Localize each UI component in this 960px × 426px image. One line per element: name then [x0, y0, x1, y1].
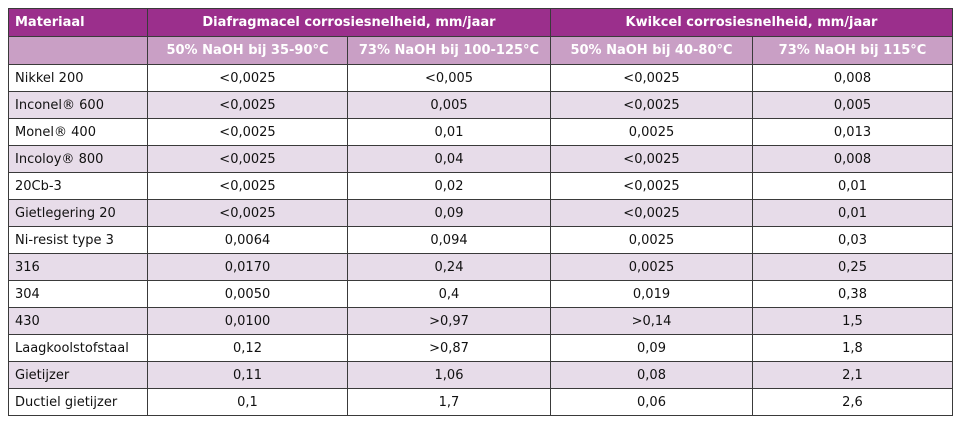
material-cell: Laagkoolstofstaal [8, 334, 148, 362]
material-cell: 430 [8, 307, 148, 335]
table-row: Monel® 400 <0,0025 0,01 0,0025 0,013 [8, 118, 954, 146]
material-cell: Gietlegering 20 [8, 199, 148, 227]
value-cell: <0,0025 [147, 91, 348, 119]
value-cell: 0,38 [751, 280, 954, 308]
material-cell: 304 [8, 280, 148, 308]
material-cell: 20Cb-3 [8, 172, 148, 200]
header-cell: Materiaal [8, 8, 148, 37]
table-body: Nikkel 200 <0,0025 <0,005 <0,0025 0,008 Incon… [8, 64, 954, 416]
value-cell: 0,0025 [550, 118, 753, 146]
material-cell: Incoloy® 800 [8, 145, 148, 173]
subheader-cell: 50% NaOH bij 40-80°C [550, 36, 753, 65]
value-cell: 0,03 [751, 226, 954, 254]
material-cell: Monel® 400 [8, 118, 148, 146]
value-cell: <0,0025 [550, 199, 753, 227]
material-cell: Inconel® 600 [8, 91, 148, 119]
value-cell: 0,008 [751, 145, 954, 173]
value-cell: <0,0025 [147, 199, 348, 227]
value-cell: <0,0025 [550, 145, 753, 173]
value-cell: 0,01 [751, 172, 954, 200]
value-cell: <0,0025 [147, 118, 348, 146]
table-row: 430 0,0100 >0,97 >0,14 1,5 [8, 307, 954, 335]
table-row: Gietijzer 0,11 1,06 0,08 2,1 [8, 361, 954, 389]
value-cell: 0,013 [751, 118, 954, 146]
value-cell: 0,24 [347, 253, 551, 281]
value-cell: 0,4 [347, 280, 551, 308]
header-cell: Kwikcel corrosiesnelheid, mm/jaar [549, 8, 954, 37]
value-cell: <0,0025 [550, 91, 753, 119]
value-cell: 0,09 [550, 334, 753, 362]
value-cell: 0,11 [147, 361, 348, 389]
value-cell: 0,01 [751, 199, 954, 227]
table-row: Nikkel 200 <0,0025 <0,005 <0,0025 0,008 [8, 64, 954, 92]
table-row: 20Cb-3 <0,0025 0,02 <0,0025 0,01 [8, 172, 954, 200]
value-cell: 0,25 [751, 253, 954, 281]
value-cell: 0,06 [550, 388, 753, 416]
value-cell: 2,6 [751, 388, 954, 416]
material-cell: Nikkel 200 [8, 64, 148, 92]
value-cell: >0,87 [347, 334, 551, 362]
value-cell: 0,1 [147, 388, 348, 416]
value-cell: >0,14 [550, 307, 753, 335]
value-cell: <0,0025 [147, 172, 348, 200]
table-row: Inconel® 600 <0,0025 0,005 <0,0025 0,005 [8, 91, 954, 119]
value-cell: 0,0064 [147, 226, 348, 254]
table-row: Incoloy® 800 <0,0025 0,04 <0,0025 0,008 [8, 145, 954, 173]
value-cell: 1,06 [347, 361, 551, 389]
table-row: Ni-resist type 3 0,0064 0,094 0,0025 0,03 [8, 226, 954, 254]
value-cell: 0,02 [347, 172, 551, 200]
subheader-cell: 73% NaOH bij 100-125°C [347, 36, 551, 65]
material-cell: Ductiel gietijzer [8, 388, 148, 416]
value-cell: <0,0025 [147, 145, 348, 173]
subheader-cell: 73% NaOH bij 115°C [751, 36, 954, 65]
table-row: Laagkoolstofstaal 0,12 >0,87 0,09 1,8 [8, 334, 954, 362]
value-cell: 0,0170 [147, 253, 348, 281]
subheader-cell: 50% NaOH bij 35-90°C [147, 36, 348, 65]
value-cell: 1,7 [347, 388, 551, 416]
value-cell: 0,0025 [550, 253, 753, 281]
value-cell: 0,01 [347, 118, 551, 146]
value-cell: 0,005 [751, 91, 954, 119]
value-cell: <0,0025 [550, 64, 753, 92]
value-cell: 0,019 [550, 280, 753, 308]
subheader-row: 50% NaOH bij 35-90°C 73% NaOH bij 100-12… [8, 36, 954, 65]
subheader-empty [8, 36, 148, 65]
value-cell: <0,0025 [147, 64, 348, 92]
value-cell: 0,12 [147, 334, 348, 362]
value-cell: 0,0100 [147, 307, 348, 335]
value-cell: 0,008 [751, 64, 954, 92]
table-row: 304 0,0050 0,4 0,019 0,38 [8, 280, 954, 308]
value-cell: 0,08 [550, 361, 753, 389]
table-row: Gietlegering 20 <0,0025 0,09 <0,0025 0,01 [8, 199, 954, 227]
value-cell: 2,1 [751, 361, 954, 389]
material-cell: 316 [8, 253, 148, 281]
material-cell: Gietijzer [8, 361, 148, 389]
value-cell: 1,8 [751, 334, 954, 362]
value-cell: 0,094 [347, 226, 551, 254]
header-cell: Diafragmacel corrosiesnelheid, mm/jaar [147, 8, 551, 37]
material-cell: Ni-resist type 3 [8, 226, 148, 254]
corrosion-table: Materiaal Diafragmacel corrosiesnelheid,… [8, 8, 954, 416]
value-cell: 0,09 [347, 199, 551, 227]
value-cell: >0,97 [347, 307, 551, 335]
value-cell: 1,5 [751, 307, 954, 335]
header-row: Materiaal Diafragmacel corrosiesnelheid,… [8, 8, 954, 37]
value-cell: 0,0050 [147, 280, 348, 308]
value-cell: 0,0025 [550, 226, 753, 254]
value-cell: <0,005 [347, 64, 551, 92]
table-row: Ductiel gietijzer 0,1 1,7 0,06 2,6 [8, 388, 954, 416]
value-cell: 0,04 [347, 145, 551, 173]
value-cell: 0,005 [347, 91, 551, 119]
table-row: 316 0,0170 0,24 0,0025 0,25 [8, 253, 954, 281]
value-cell: <0,0025 [550, 172, 753, 200]
